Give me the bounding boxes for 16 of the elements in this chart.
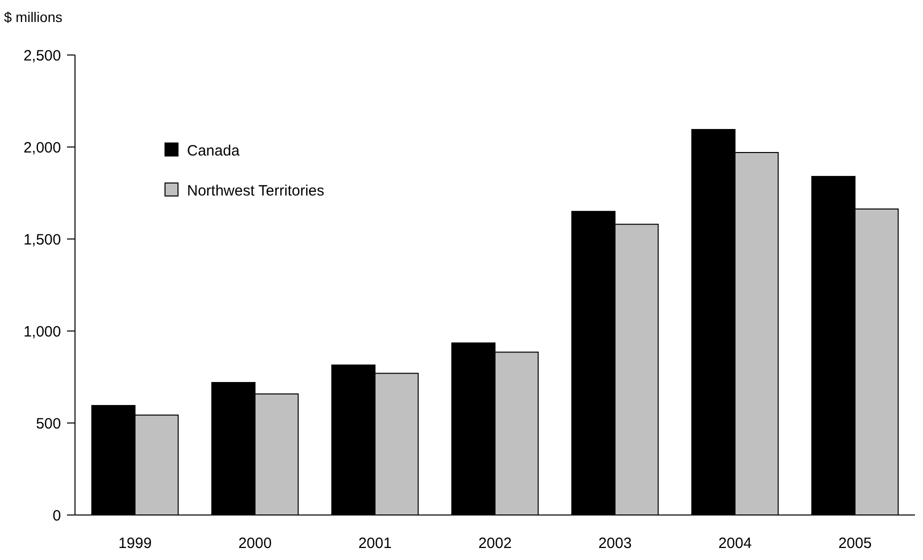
x-tick-label: 2003 bbox=[598, 535, 632, 552]
legend-label: Canada bbox=[187, 142, 240, 160]
x-tick-label: 2005 bbox=[838, 535, 872, 552]
y-axis-title: $ millions bbox=[4, 9, 62, 25]
y-tick-label: 1,500 bbox=[23, 231, 61, 248]
x-tick-label: 2004 bbox=[718, 535, 752, 552]
y-tick-label: 0 bbox=[52, 507, 61, 524]
legend-label: Northwest Territories bbox=[187, 182, 324, 200]
x-tick-label: 2001 bbox=[358, 535, 392, 552]
x-tick-label: 2002 bbox=[478, 535, 512, 552]
y-tick-label: 500 bbox=[36, 415, 61, 432]
y-tick-label: 2,000 bbox=[23, 139, 61, 156]
x-tick-label: 1999 bbox=[118, 535, 152, 552]
y-tick-label: 1,000 bbox=[23, 323, 61, 340]
y-tick-label: 2,500 bbox=[23, 47, 61, 64]
x-tick-label: 2000 bbox=[238, 535, 272, 552]
